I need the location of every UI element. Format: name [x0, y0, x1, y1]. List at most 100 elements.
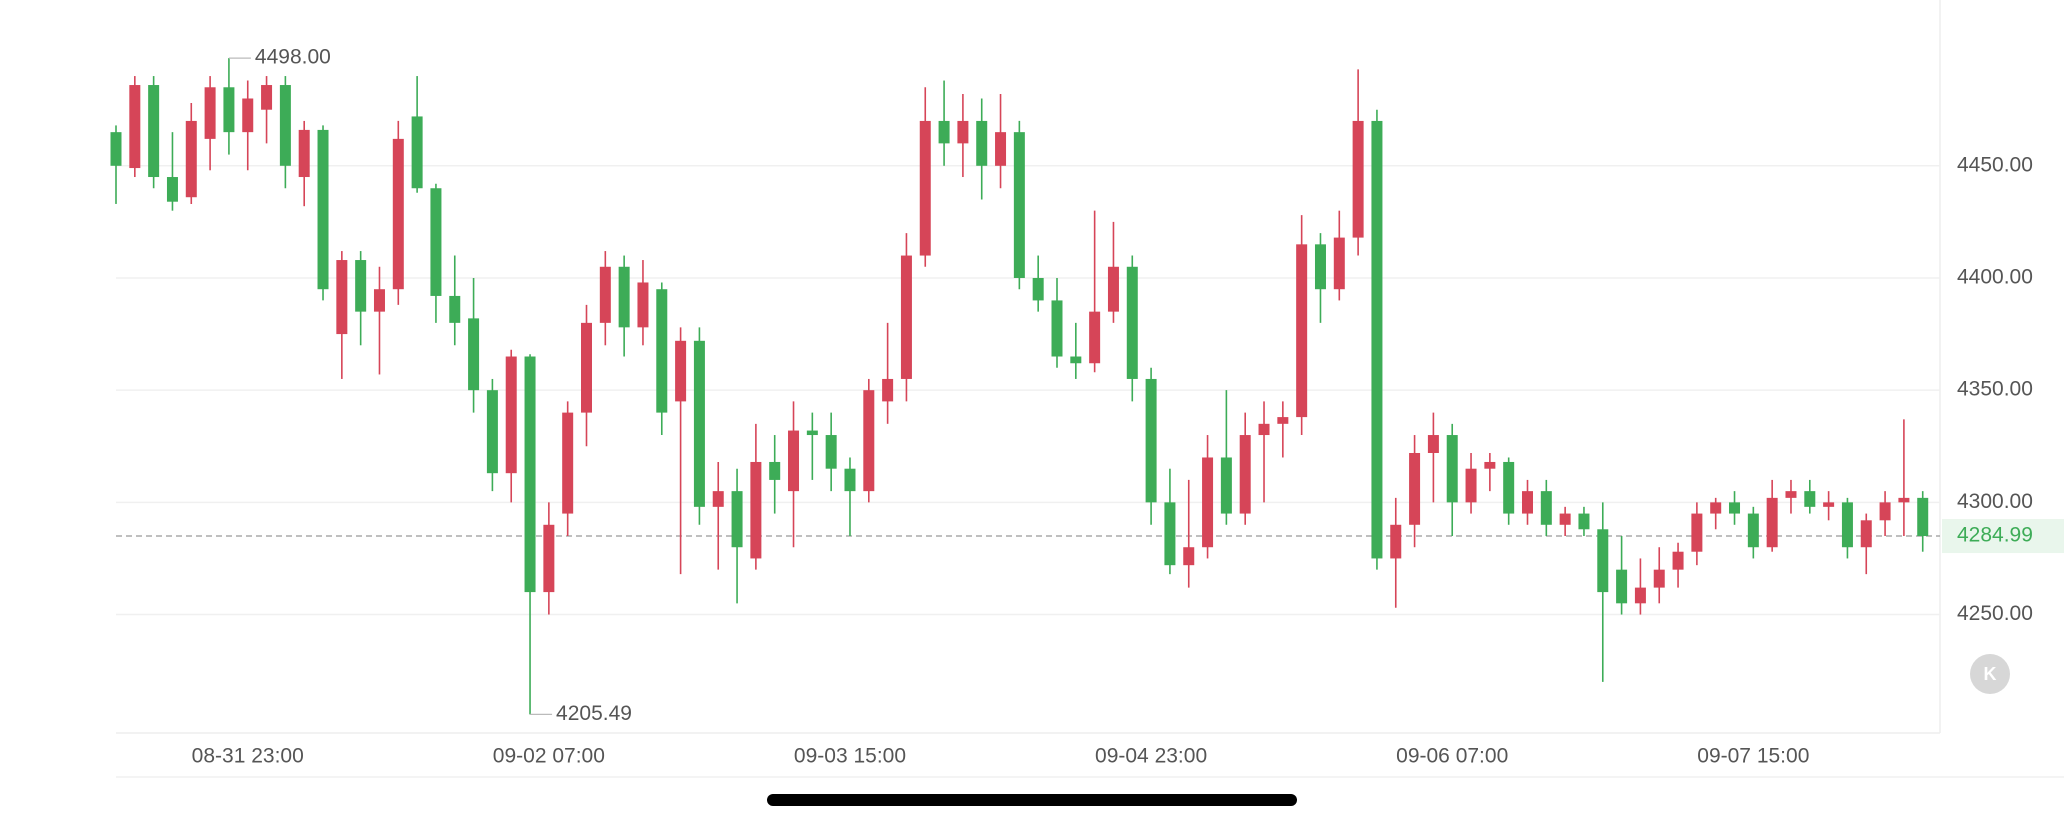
candle-body	[505, 356, 517, 474]
candle-body	[1841, 502, 1853, 548]
candle-body	[1070, 356, 1082, 364]
candle-body	[731, 491, 743, 548]
candle-body	[1220, 457, 1232, 514]
y-tick-label: 4400.00	[1957, 266, 2033, 289]
candle-body	[242, 98, 254, 133]
candle-body	[1484, 461, 1496, 469]
y-tick-label: 4450.00	[1957, 153, 2033, 176]
candle-body	[693, 340, 705, 507]
candle-body	[1597, 529, 1609, 593]
candle-body	[185, 120, 197, 198]
candle-body	[1390, 524, 1402, 559]
candle-body	[562, 412, 574, 514]
candle-body	[1710, 502, 1722, 514]
candle-body	[1616, 569, 1628, 604]
candle-body	[1032, 277, 1044, 301]
candle-body	[1089, 311, 1101, 364]
candle-body	[430, 188, 442, 296]
candle-body	[825, 435, 837, 469]
candle-body	[1333, 237, 1345, 290]
candle-body	[336, 260, 348, 335]
candle-body	[204, 87, 216, 139]
y-tick-label: 4350.00	[1957, 378, 2033, 401]
candle-body	[1898, 497, 1910, 503]
candle-body	[110, 132, 122, 166]
last-price-label: 4284.99	[1957, 524, 2033, 547]
candle-body	[712, 491, 724, 507]
candle-body	[788, 430, 800, 492]
candle-body	[129, 85, 141, 169]
x-tick-label: 09-02 07:00	[493, 745, 605, 768]
y-tick-label: 4250.00	[1957, 602, 2033, 625]
candle-body	[656, 289, 668, 413]
candle-body	[1653, 569, 1665, 588]
candle-body	[1314, 244, 1326, 290]
x-tick-label: 09-03 15:00	[794, 745, 906, 768]
candle-body	[148, 85, 160, 178]
last-price-badge	[1942, 519, 2064, 554]
candle-body	[524, 356, 536, 593]
candle-body	[1409, 452, 1421, 525]
candle-body	[1371, 120, 1383, 559]
candle-body	[223, 87, 235, 133]
candle-body	[1634, 587, 1646, 604]
candle-body	[468, 318, 480, 391]
candle-body	[1804, 491, 1816, 507]
candle-body	[1239, 435, 1251, 514]
candle-body	[543, 524, 555, 593]
candle-body	[449, 295, 461, 323]
candle-body	[1503, 461, 1515, 514]
candle-body	[844, 468, 856, 492]
candle-body	[1766, 497, 1778, 548]
candle-body	[1013, 132, 1025, 278]
candle-body	[919, 120, 931, 256]
candle-body	[976, 120, 988, 166]
candle-body	[769, 461, 781, 480]
candle-body	[1747, 513, 1759, 548]
candle-body	[1540, 491, 1552, 525]
candle-body	[298, 129, 310, 178]
candle-body	[1145, 378, 1157, 503]
candle-body	[1465, 468, 1477, 503]
candle-body	[392, 138, 404, 290]
candle-body	[1277, 417, 1289, 424]
candle-body	[1446, 435, 1458, 503]
candle-body	[750, 461, 762, 559]
candle-body	[863, 390, 875, 492]
candle-body	[882, 378, 894, 402]
candle-body	[1522, 491, 1533, 514]
x-tick-label: 09-06 07:00	[1396, 745, 1508, 768]
candle-body	[900, 255, 912, 379]
candle-body	[1427, 435, 1439, 453]
candle-body	[1258, 423, 1270, 436]
candle-body	[1107, 266, 1119, 312]
candle-body	[1672, 551, 1684, 570]
candle-body	[1879, 502, 1891, 521]
candle-body	[411, 116, 423, 189]
candle-body	[1578, 513, 1590, 530]
candle-body	[1785, 491, 1797, 498]
k-button[interactable]	[1970, 654, 2010, 694]
candle-body	[1296, 244, 1308, 418]
x-tick-label: 08-31 23:00	[192, 745, 304, 768]
candle-body	[486, 390, 498, 474]
candle-body	[675, 340, 687, 402]
candle-body	[1917, 497, 1929, 537]
x-tick-label: 09-07 15:00	[1697, 745, 1809, 768]
high-marker-label: 4498.00	[255, 46, 331, 69]
candle-body	[1164, 502, 1176, 566]
candle-body	[618, 266, 630, 328]
candle-body	[166, 177, 178, 202]
k-button-label[interactable]: K	[1984, 664, 1997, 684]
candle-body	[1691, 513, 1703, 552]
candle-body	[355, 260, 367, 312]
candle-body	[1823, 502, 1835, 507]
candle-body	[599, 266, 611, 323]
y-tick-label: 4300.00	[1957, 490, 2033, 513]
x-tick-label: 09-04 23:00	[1095, 745, 1207, 768]
candle-body	[1559, 513, 1571, 525]
candle-body	[957, 120, 969, 144]
candle-body	[1126, 266, 1138, 379]
candle-body	[1183, 547, 1195, 566]
